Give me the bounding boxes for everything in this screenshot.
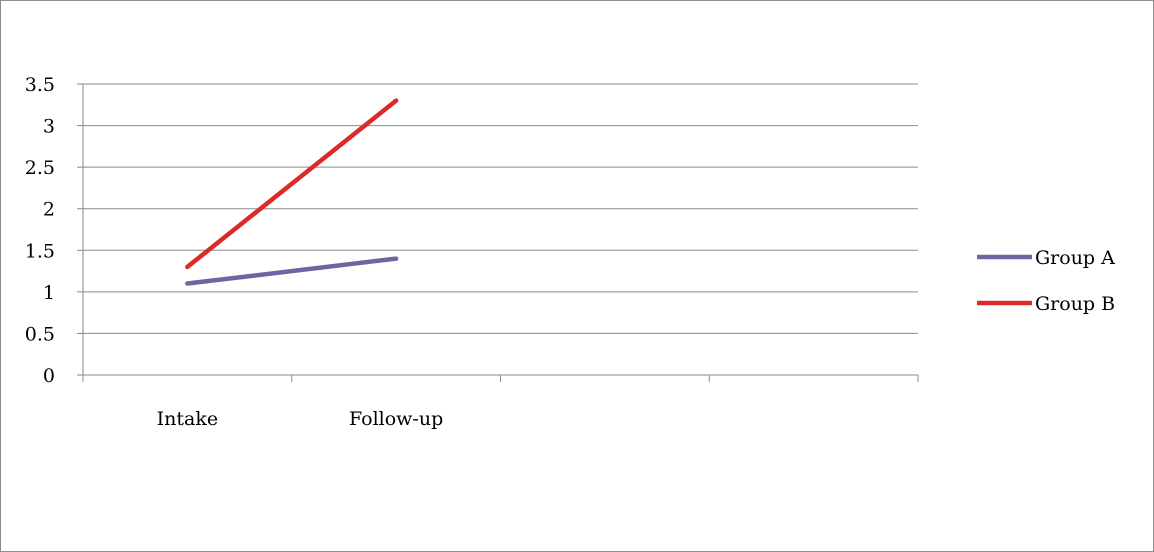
series-line-group-b [185, 98, 399, 270]
y-tick-label: 3.5 [25, 74, 55, 96]
x-tick-label: Intake [157, 408, 218, 430]
y-tick-label: 0.5 [25, 323, 55, 345]
y-tick-label: 1 [43, 282, 55, 304]
y-tick-label: 1.5 [25, 240, 55, 262]
legend-label: Group A [1035, 247, 1115, 269]
gridlines [83, 83, 918, 334]
y-tick-label: 2 [43, 199, 55, 221]
legend-label: Group B [1035, 293, 1115, 315]
x-tick-label: Follow-up [349, 408, 443, 430]
series-lines [185, 98, 399, 286]
y-tick-label: 2.5 [25, 157, 55, 179]
axes: 0 0.5 1 1.5 2 2.5 3 3.5 Intake Follow-up [25, 74, 919, 430]
y-tick-label: 3 [43, 116, 55, 138]
series-line-group-a [185, 256, 399, 286]
y-tick-label: 0 [43, 365, 55, 387]
legend: Group A Group B [977, 247, 1115, 315]
